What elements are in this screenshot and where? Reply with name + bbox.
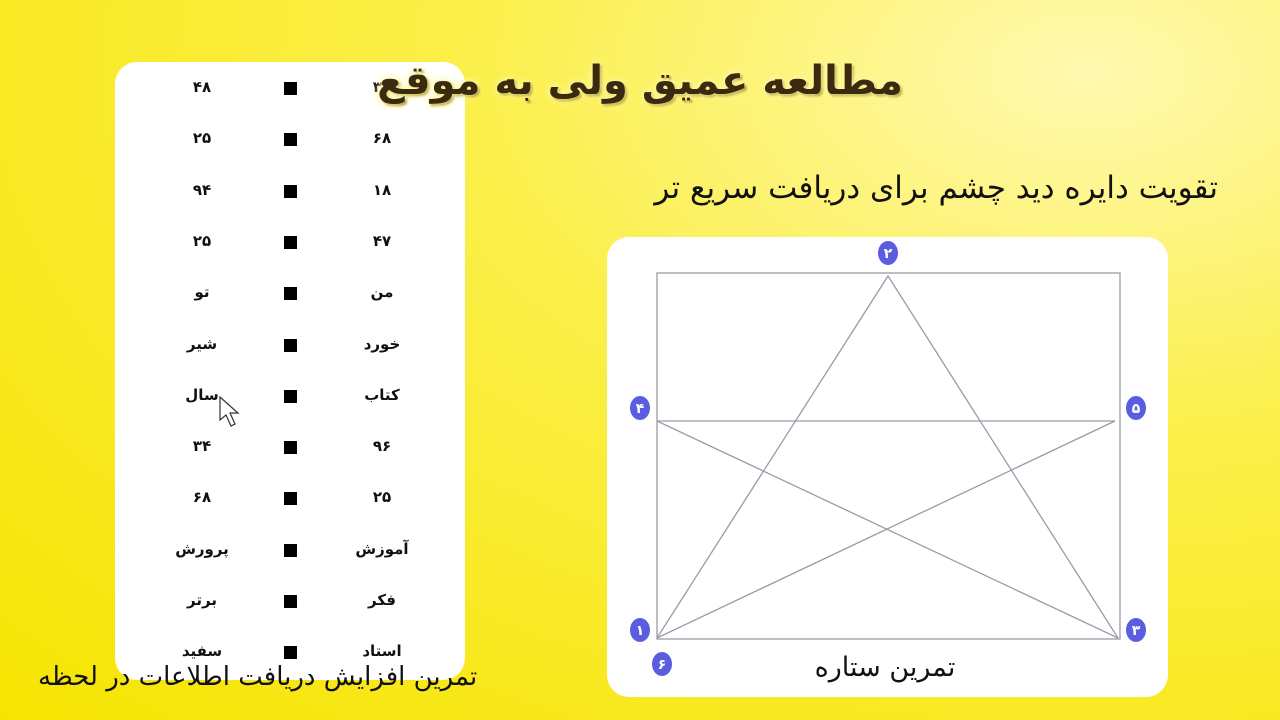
list-word: ۳۹ (372, 78, 392, 96)
bullet (284, 287, 297, 301)
subtitle: تقویت دایره دید چشم برای دریافت سریع تر (654, 170, 1218, 206)
list-word: تو (194, 283, 210, 302)
bullet (284, 595, 297, 608)
bullet (284, 646, 297, 660)
point-label: ۳ (1132, 623, 1141, 639)
list-word: برتر (187, 591, 217, 609)
list-word: ۶۸ (192, 488, 212, 507)
list-panel (115, 62, 465, 680)
bullet (284, 543, 297, 557)
list-word: ۲۵ (192, 231, 212, 250)
footer-caption: تمرین افزایش دریافت اطلاعات در لحظه (38, 662, 478, 692)
bullet (284, 389, 297, 403)
point-label: ۴ (636, 401, 645, 417)
point-badge (1126, 618, 1146, 642)
cursor (219, 395, 240, 427)
bullet (284, 82, 297, 95)
frame (656, 272, 1121, 640)
list-word: ۲۵ (192, 129, 212, 148)
list-word: ۶۸ (372, 129, 392, 148)
star-line (656, 420, 1116, 639)
point-badge (652, 652, 672, 676)
list-word: ۱۸ (372, 180, 392, 199)
title: مطالعه عمیق ولی به موقع (377, 58, 903, 104)
point-label: ۵ (1132, 401, 1141, 417)
list-word: خورد (363, 334, 401, 353)
point-label: ۲ (884, 246, 893, 262)
diagram-caption: تمرین ستاره (814, 652, 956, 683)
bullet (284, 184, 297, 198)
list-word: ۴۸ (192, 78, 212, 96)
list-word: فکر (368, 591, 396, 609)
list-word: شیر (186, 334, 218, 353)
list-word: ۴۷ (372, 231, 392, 250)
list-word: ۹۶ (372, 437, 392, 456)
bullet (284, 492, 297, 506)
point-badge (878, 241, 898, 265)
point-badge (1126, 396, 1146, 420)
list-word: آموزش (355, 539, 409, 558)
list-word: ۳۴ (192, 437, 212, 456)
point-badge (630, 618, 650, 642)
list-word: استاد (362, 642, 402, 661)
point-label: ۶ (658, 657, 667, 673)
point-badge (630, 396, 650, 420)
list-word: سال (185, 385, 219, 404)
bullet (284, 235, 297, 249)
point-label: ۱ (636, 623, 645, 639)
list-word: پرورش (175, 539, 229, 558)
list-word: من (370, 283, 394, 302)
list-word: سفید (181, 642, 223, 661)
list-word: کتاب (364, 385, 400, 404)
list-word: ۹۴ (192, 180, 212, 199)
star-line (656, 274, 1119, 639)
bullet (284, 338, 297, 352)
diagram-panel (607, 237, 1168, 697)
bullet (284, 133, 297, 147)
bullet (284, 441, 297, 455)
list-word: ۲۵ (372, 488, 392, 507)
